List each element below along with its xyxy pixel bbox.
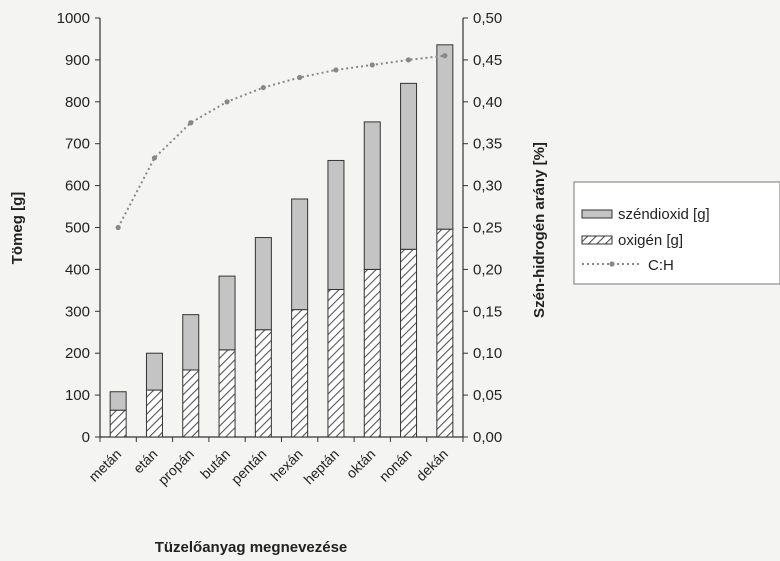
y2-axis-title: Szén-hidrogén arány [%] bbox=[531, 142, 548, 318]
bar-szendioxid bbox=[291, 198, 309, 311]
bar-oxigen bbox=[400, 248, 418, 438]
y-tick-label: 100 bbox=[65, 387, 90, 404]
point-ch bbox=[224, 99, 230, 105]
point-ch bbox=[405, 57, 412, 63]
bar-szendioxid bbox=[436, 44, 454, 230]
y-tick-label: 900 bbox=[65, 52, 90, 69]
bar-oxigen bbox=[363, 268, 381, 438]
y2-tick-label: 0,30 bbox=[473, 178, 502, 195]
y2-tick-label: 0,25 bbox=[473, 220, 502, 237]
x-tick-label: oktán bbox=[343, 446, 379, 482]
bar-oxigen bbox=[291, 309, 309, 438]
legend-box bbox=[573, 181, 780, 285]
series-line-ch bbox=[117, 54, 445, 228]
bar-oxigen bbox=[218, 349, 236, 438]
bar-oxigen bbox=[109, 409, 127, 438]
point-ch bbox=[260, 84, 266, 91]
y-tick-label: 200 bbox=[65, 345, 90, 362]
y2-tick-label: 0,05 bbox=[473, 387, 502, 404]
point-ch bbox=[333, 67, 339, 73]
bar-szendioxid bbox=[218, 275, 236, 351]
point-ch bbox=[297, 74, 303, 81]
y-tick-label: 300 bbox=[65, 303, 90, 320]
legend-label-ch: C:H bbox=[648, 257, 674, 274]
legend-swatch-szendioxid bbox=[581, 209, 613, 219]
bar-szendioxid bbox=[109, 391, 127, 411]
x-tick-label: nonán bbox=[376, 446, 415, 485]
bar-oxigen bbox=[182, 369, 200, 438]
x-tick-label: heptán bbox=[300, 446, 342, 488]
x-tick-label: metán bbox=[85, 446, 124, 485]
point-ch bbox=[188, 120, 194, 126]
x-axis-title: Tüzelőanyag megnevezése bbox=[155, 539, 348, 556]
legend-marker-ch bbox=[609, 261, 615, 267]
y-tick-label: 0 bbox=[82, 429, 90, 446]
bar-oxigen bbox=[327, 289, 345, 438]
legend-label-szendioxid: széndioxid [g] bbox=[618, 206, 710, 223]
labels: 0 100 200 300 400 500 600 700 800 900 1000 0,00 0,05… bbox=[9, 10, 548, 556]
bar-oxigen bbox=[436, 228, 454, 438]
legend-label-oxigen: oxigén [g] bbox=[618, 232, 683, 249]
y2-tick-label: 0,15 bbox=[473, 303, 502, 320]
x-tick-label: hexán bbox=[267, 446, 305, 484]
y2-tick-label: 0,40 bbox=[473, 94, 502, 111]
y-tick-label: 500 bbox=[65, 220, 90, 237]
y-axis-title: Tömeg [g] bbox=[9, 192, 26, 265]
ratio-line bbox=[115, 53, 448, 231]
point-ch bbox=[442, 53, 448, 59]
bar-szendioxid bbox=[363, 121, 381, 270]
y2-tick-label: 0,00 bbox=[473, 429, 502, 446]
y2-tick-label: 0,10 bbox=[473, 345, 502, 362]
legend: széndioxid [g] oxigén [g] C:H bbox=[573, 181, 780, 285]
y-tick-label: 1000 bbox=[57, 10, 90, 27]
bar-oxigen bbox=[145, 389, 163, 438]
bar-oxigen bbox=[254, 329, 272, 438]
point-ch bbox=[369, 62, 375, 68]
bar-szendioxid bbox=[254, 237, 272, 331]
y-tick-label: 800 bbox=[65, 94, 90, 111]
legend-swatch-oxigen bbox=[581, 235, 613, 245]
x-tick-label: dekán bbox=[413, 446, 451, 484]
y2-tick-label: 0,20 bbox=[473, 261, 502, 278]
y2-tick-label: 0,45 bbox=[473, 52, 502, 69]
y2-tick-label: 0,35 bbox=[473, 136, 502, 153]
y-tick-label: 700 bbox=[65, 136, 90, 153]
y2-tick-label: 0,50 bbox=[473, 10, 502, 27]
bar-szendioxid bbox=[145, 352, 163, 391]
point-ch bbox=[115, 224, 121, 231]
x-tick-label: propán bbox=[155, 446, 197, 488]
point-ch bbox=[151, 155, 158, 161]
bar-szendioxid bbox=[400, 82, 418, 250]
y-tick-label: 600 bbox=[65, 178, 90, 195]
bar-szendioxid bbox=[182, 314, 200, 371]
bar-szendioxid bbox=[327, 159, 345, 291]
x-tick-label: etán bbox=[130, 446, 161, 477]
bars bbox=[109, 44, 454, 438]
x-tick-label: pentán bbox=[228, 446, 270, 488]
y-tick-label: 400 bbox=[65, 261, 90, 278]
